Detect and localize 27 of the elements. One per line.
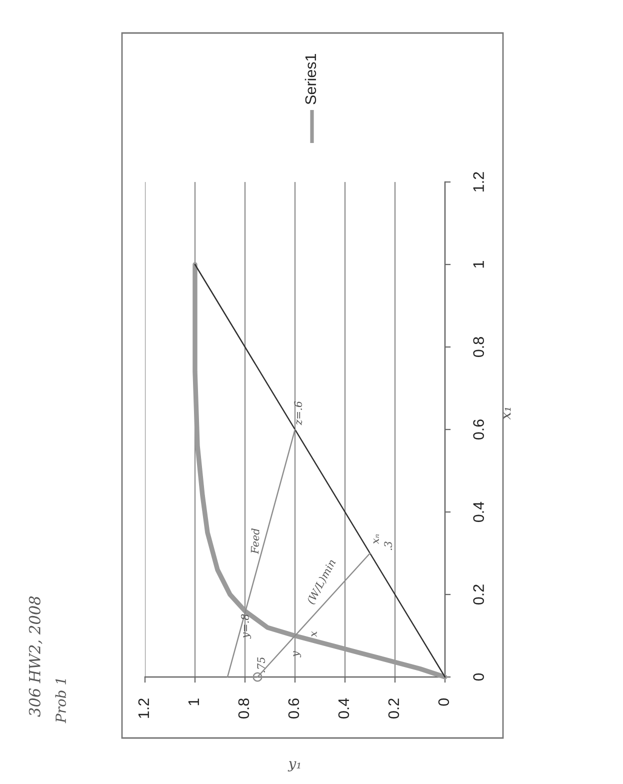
annotation: .75	[257, 657, 266, 672]
y-axis-title: x₁	[503, 408, 511, 420]
y-tick-label: 0	[473, 673, 484, 681]
annotation: .3	[384, 542, 392, 550]
y-tick-label: 0.2	[473, 584, 484, 605]
annotation: x	[311, 631, 317, 637]
x-axis-title: y₁	[288, 761, 300, 772]
annotation: y	[293, 650, 302, 658]
x-tick-label: 0.4	[338, 698, 350, 718]
y-tick-label: 1	[473, 260, 484, 268]
text: Prob 1	[55, 679, 66, 724]
text: Series1	[304, 54, 316, 104]
annotation: z=.6	[294, 401, 302, 426]
x-tick-label: 0.8	[238, 698, 250, 718]
annotation: y=.8	[240, 614, 252, 639]
annotation: xₙ	[373, 534, 379, 544]
x-tick-label: 0.2	[388, 698, 400, 718]
x-tick-label: 1.2	[138, 698, 149, 718]
x-tick-label: 0.6	[288, 698, 300, 718]
y-tick-label: 1.2	[473, 172, 484, 192]
y-tick-label: 0.4	[473, 502, 484, 522]
annotation: Feed	[250, 528, 260, 554]
y-tick-label: 0.6	[473, 420, 484, 440]
x-tick-label: 1	[188, 698, 199, 706]
y-tick-label: 0.8	[473, 337, 484, 358]
x-tick-label: 0	[438, 698, 450, 706]
text: 306 HW2, 2008	[28, 596, 42, 717]
